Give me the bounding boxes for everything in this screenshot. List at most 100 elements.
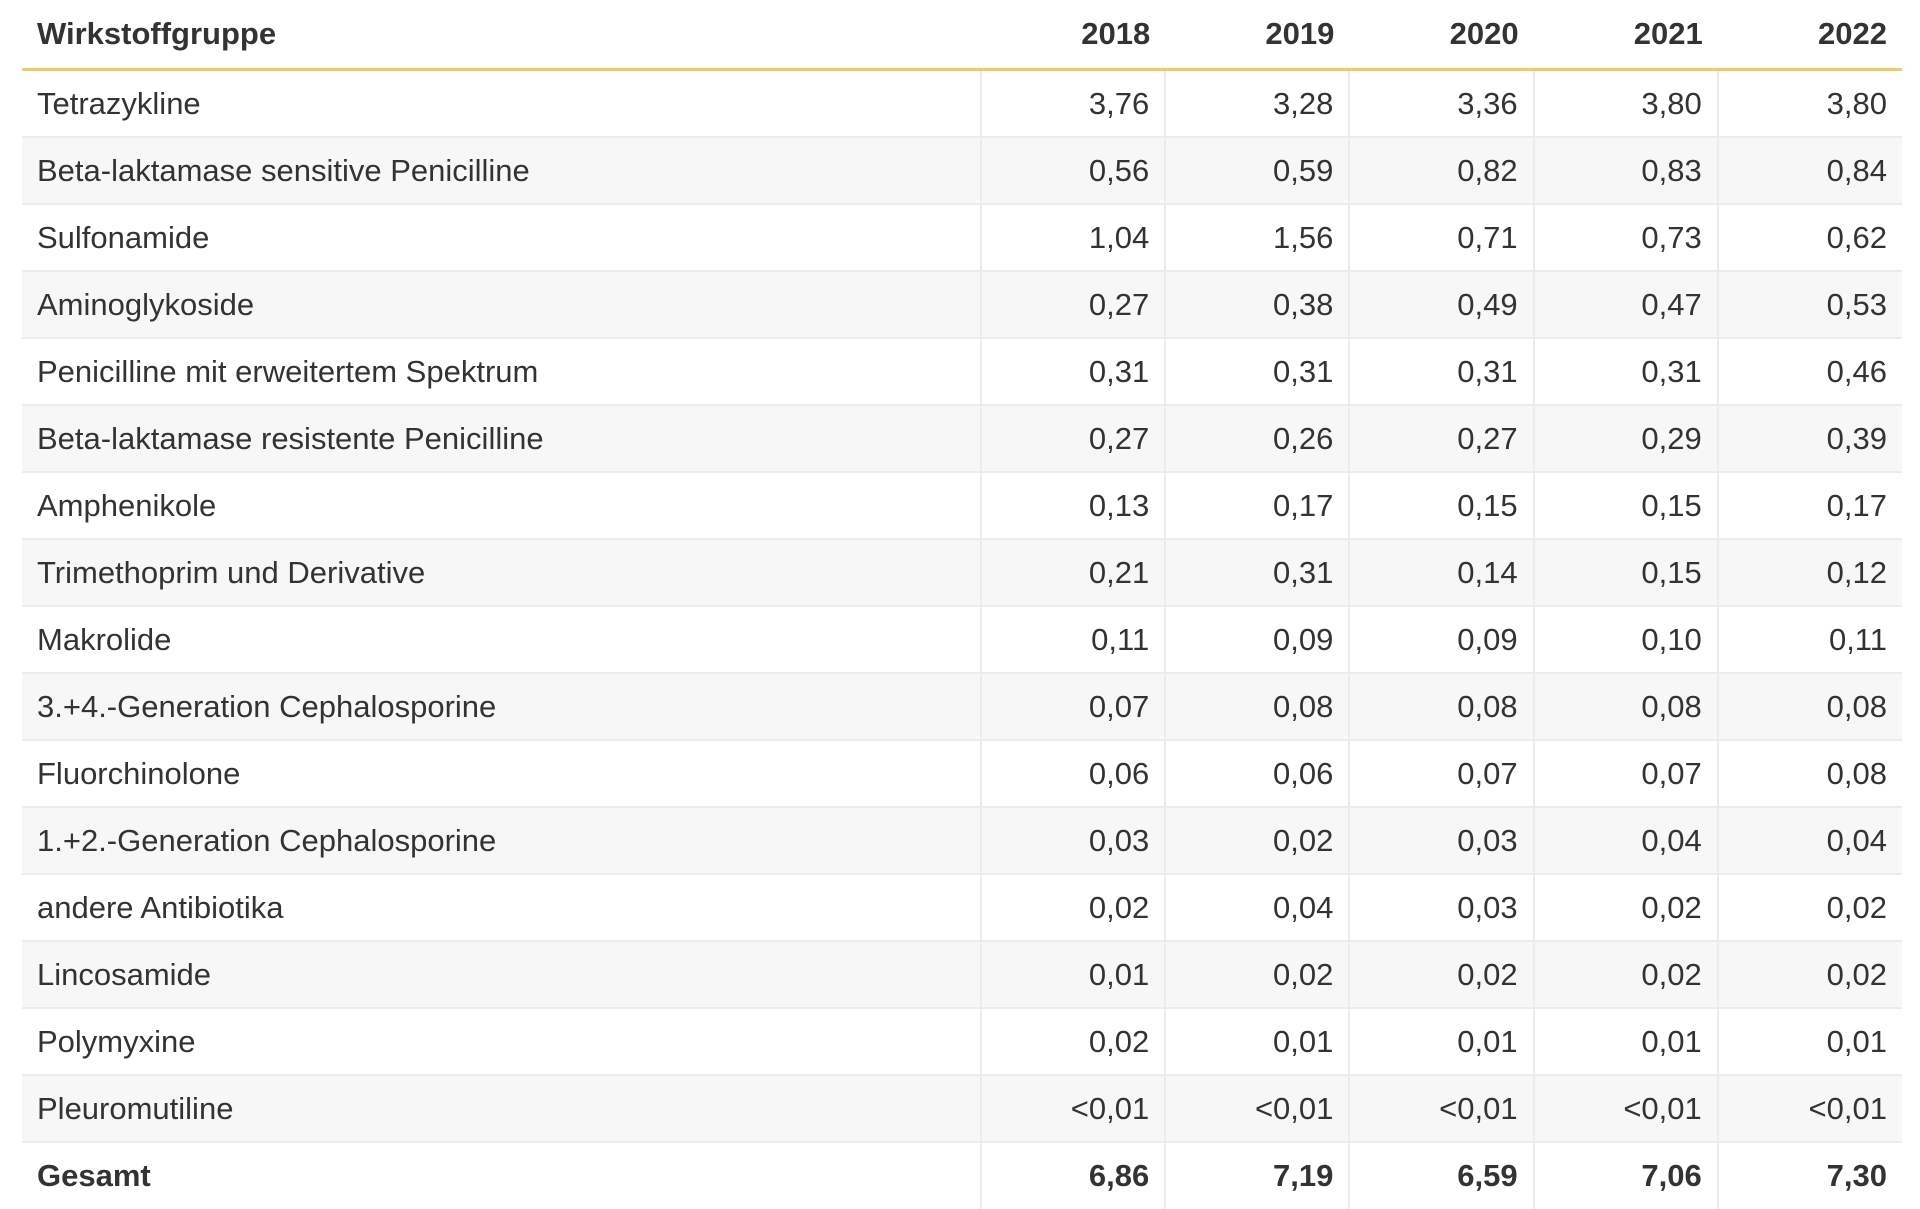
value-cell-2020: 0,15 (1349, 472, 1533, 539)
value-cell-2020: 0,03 (1349, 807, 1533, 874)
value-cell-2018: 0,56 (981, 137, 1165, 204)
value-cell-2018: 0,31 (981, 338, 1165, 405)
value-cell-2019: 0,08 (1165, 673, 1349, 740)
value-cell-2021: 0,73 (1534, 204, 1718, 271)
row-label: 3.+4.-Generation Cephalosporine (22, 673, 981, 740)
value-cell-2020: 0,01 (1349, 1008, 1533, 1075)
value-cell-2022: 0,08 (1718, 740, 1902, 807)
value-cell-2018: 0,21 (981, 539, 1165, 606)
table-row: Pleuromutiline<0,01<0,01<0,01<0,01<0,01 (22, 1075, 1902, 1142)
value-cell-2018: 1,04 (981, 204, 1165, 271)
column-header-2018[interactable]: 2018 (981, 0, 1165, 70)
value-cell-2019: 0,02 (1165, 807, 1349, 874)
value-cell-2020: 0,49 (1349, 271, 1533, 338)
row-label: Pleuromutiline (22, 1075, 981, 1142)
value-cell-2019: 3,28 (1165, 70, 1349, 138)
value-cell-2019: 0,04 (1165, 874, 1349, 941)
value-cell-2022: <0,01 (1718, 1075, 1902, 1142)
row-label: andere Antibiotika (22, 874, 981, 941)
value-cell-2022: 0,02 (1718, 941, 1902, 1008)
column-header-2019[interactable]: 2019 (1165, 0, 1349, 70)
value-cell-2019: 1,56 (1165, 204, 1349, 271)
value-cell-2022: 0,39 (1718, 405, 1902, 472)
value-cell-2021: 0,15 (1534, 472, 1718, 539)
value-cell-2021: 0,02 (1534, 874, 1718, 941)
value-cell-2018: 0,07 (981, 673, 1165, 740)
value-cell-2018: <0,01 (981, 1075, 1165, 1142)
value-cell-2022: 0,02 (1718, 874, 1902, 941)
value-cell-2019: 0,38 (1165, 271, 1349, 338)
value-cell-2022: 3,80 (1718, 70, 1902, 138)
value-cell-2021: 0,07 (1534, 740, 1718, 807)
total-cell-2021: 7,06 (1534, 1142, 1718, 1209)
row-label: Beta-laktamase sensitive Penicilline (22, 137, 981, 204)
value-cell-2022: 0,04 (1718, 807, 1902, 874)
header-row: Wirkstoffgruppe 2018 2019 2020 2021 2022 (22, 0, 1902, 70)
column-header-2021[interactable]: 2021 (1534, 0, 1718, 70)
value-cell-2019: 0,09 (1165, 606, 1349, 673)
value-cell-2021: 0,10 (1534, 606, 1718, 673)
value-cell-2020: 0,82 (1349, 137, 1533, 204)
value-cell-2022: 0,84 (1718, 137, 1902, 204)
total-label: Gesamt (22, 1142, 981, 1209)
value-cell-2021: 0,31 (1534, 338, 1718, 405)
value-cell-2019: 0,01 (1165, 1008, 1349, 1075)
value-cell-2022: 0,62 (1718, 204, 1902, 271)
value-cell-2021: 0,47 (1534, 271, 1718, 338)
row-label: Trimethoprim und Derivative (22, 539, 981, 606)
row-label: Makrolide (22, 606, 981, 673)
value-cell-2019: 0,02 (1165, 941, 1349, 1008)
column-header-2020[interactable]: 2020 (1349, 0, 1533, 70)
total-cell-2019: 7,19 (1165, 1142, 1349, 1209)
value-cell-2020: 0,71 (1349, 204, 1533, 271)
row-label: Aminoglykoside (22, 271, 981, 338)
value-cell-2018: 0,27 (981, 271, 1165, 338)
value-cell-2019: 0,59 (1165, 137, 1349, 204)
value-cell-2018: 0,02 (981, 874, 1165, 941)
value-cell-2021: 0,29 (1534, 405, 1718, 472)
column-header-wirkstoffgruppe[interactable]: Wirkstoffgruppe (22, 0, 981, 70)
value-cell-2021: 3,80 (1534, 70, 1718, 138)
value-cell-2018: 0,01 (981, 941, 1165, 1008)
value-cell-2021: 0,02 (1534, 941, 1718, 1008)
row-label: Sulfonamide (22, 204, 981, 271)
total-cell-2020: 6,59 (1349, 1142, 1533, 1209)
value-cell-2019: 0,31 (1165, 338, 1349, 405)
value-cell-2019: 0,26 (1165, 405, 1349, 472)
value-cell-2022: 0,08 (1718, 673, 1902, 740)
value-cell-2019: <0,01 (1165, 1075, 1349, 1142)
value-cell-2020: 0,07 (1349, 740, 1533, 807)
value-cell-2019: 0,31 (1165, 539, 1349, 606)
row-label: Tetrazykline (22, 70, 981, 138)
value-cell-2022: 0,53 (1718, 271, 1902, 338)
value-cell-2021: 0,83 (1534, 137, 1718, 204)
value-cell-2018: 0,03 (981, 807, 1165, 874)
value-cell-2020: <0,01 (1349, 1075, 1533, 1142)
column-header-2022[interactable]: 2022 (1718, 0, 1902, 70)
value-cell-2021: 0,15 (1534, 539, 1718, 606)
value-cell-2022: 0,01 (1718, 1008, 1902, 1075)
value-cell-2020: 0,14 (1349, 539, 1533, 606)
antibiotics-table-container: Wirkstoffgruppe 2018 2019 2020 2021 2022… (22, 0, 1902, 1209)
value-cell-2020: 0,02 (1349, 941, 1533, 1008)
row-label: Penicilline mit erweitertem Spektrum (22, 338, 981, 405)
value-cell-2020: 0,31 (1349, 338, 1533, 405)
row-label: Polymyxine (22, 1008, 981, 1075)
total-cell-2022: 7,30 (1718, 1142, 1902, 1209)
total-cell-2018: 6,86 (981, 1142, 1165, 1209)
value-cell-2019: 0,06 (1165, 740, 1349, 807)
value-cell-2020: 3,36 (1349, 70, 1533, 138)
